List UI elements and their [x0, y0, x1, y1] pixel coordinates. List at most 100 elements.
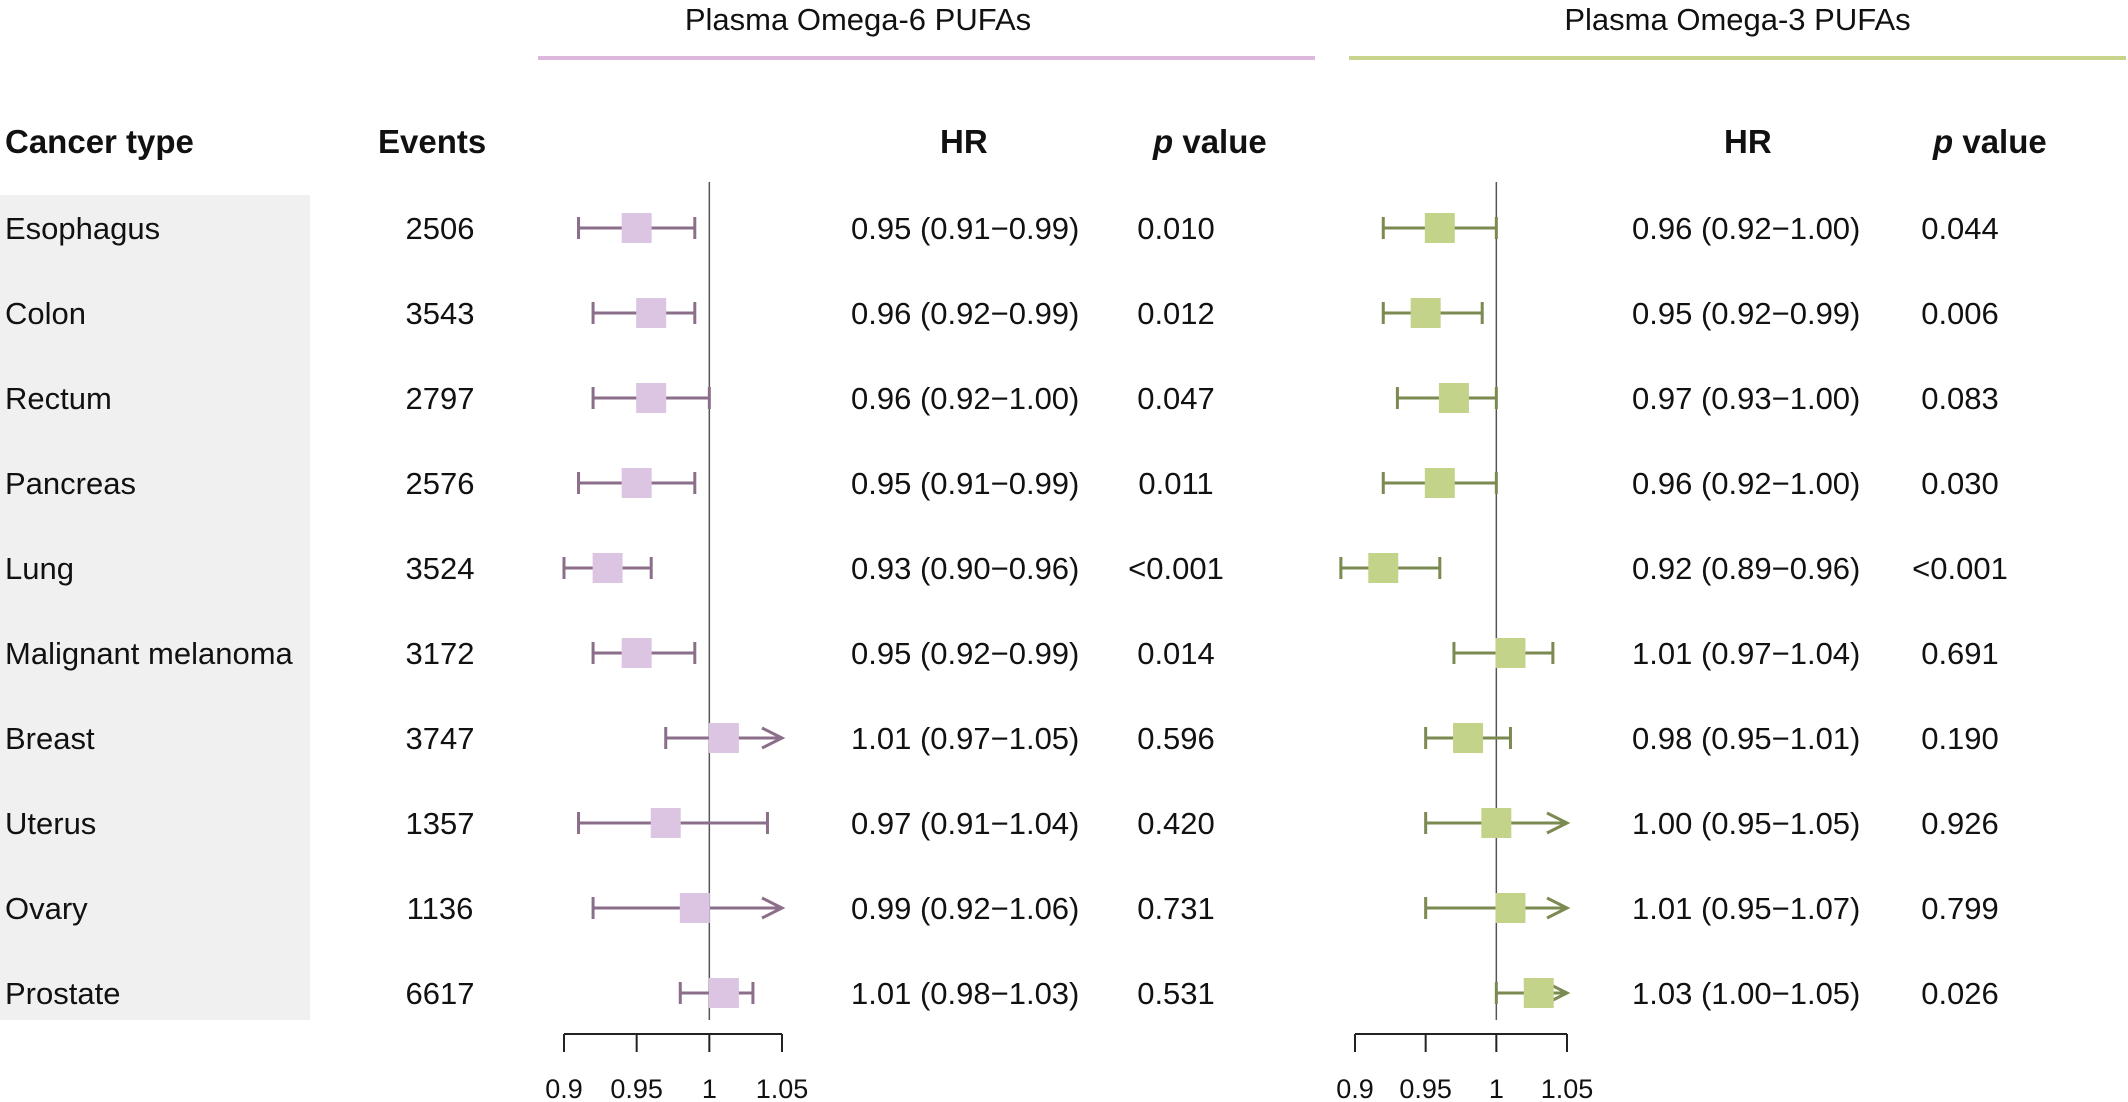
row-label: Ovary [5, 891, 88, 926]
ci-arrow [761, 896, 786, 920]
p-value-text: 0.010 [1137, 211, 1215, 246]
hr-ci-text: 1.00 (0.95−1.05) [1632, 806, 1861, 841]
panel-title-omega6: Plasma Omega-6 PUFAs [684, 2, 1032, 37]
p-value-text: 0.531 [1137, 976, 1215, 1011]
p-value-text: 0.011 [1138, 466, 1214, 501]
hr-point [650, 808, 681, 838]
header-events: Events [378, 123, 487, 160]
hr-point [1481, 808, 1512, 838]
hr-ci-text: 1.01 (0.97−1.04) [1632, 636, 1861, 671]
hr-point [1424, 468, 1455, 498]
hr-point [708, 978, 739, 1008]
p-value-text: 0.731 [1137, 891, 1215, 926]
row-label: Breast [5, 721, 95, 756]
p-value-text: 0.190 [1921, 721, 1999, 756]
hr-ci-text: 0.95 (0.92−0.99) [1632, 296, 1861, 331]
hr-ci-text: 0.95 (0.91−0.99) [851, 466, 1080, 501]
hr-point [1523, 978, 1554, 1008]
p-value-text: 0.047 [1137, 381, 1215, 416]
hr-ci-text: 0.93 (0.90−0.96) [851, 551, 1080, 586]
hr-point [1495, 638, 1526, 668]
x-tick-label: 1 [702, 1074, 717, 1102]
hr-ci-text: 1.01 (0.95−1.07) [1632, 891, 1861, 926]
p-value-text: 0.044 [1921, 211, 1999, 246]
p-value-text: 0.799 [1921, 891, 1999, 926]
hr-point [1438, 383, 1469, 413]
hr-ci-text: 0.96 (0.92−0.99) [851, 296, 1080, 331]
p-value-text: 0.926 [1921, 806, 1999, 841]
p-value-text: 0.596 [1137, 721, 1215, 756]
events-value: 1357 [405, 806, 475, 841]
row-label: Uterus [5, 806, 97, 841]
hr-point [636, 383, 667, 413]
hr-ci-text: 0.96 (0.92−1.00) [1632, 211, 1861, 246]
ci-arrow [1546, 811, 1571, 835]
x-tick-label: 0.95 [610, 1074, 663, 1102]
x-tick-label: 0.95 [1399, 1074, 1452, 1102]
row-label: Esophagus [5, 211, 161, 246]
x-tick-label: 1 [1489, 1074, 1504, 1102]
hr-point [1410, 298, 1441, 328]
header-p-value-omega3: p value [1933, 123, 2047, 160]
hr-ci-text: 0.92 (0.89−0.96) [1632, 551, 1861, 586]
row-label: Rectum [5, 381, 112, 416]
hr-ci-text: 1.01 (0.97−1.05) [851, 721, 1080, 756]
events-value: 3524 [405, 551, 475, 586]
hr-ci-text: 0.96 (0.92−1.00) [851, 381, 1080, 416]
row-label: Prostate [5, 976, 121, 1011]
p-value-text: 0.691 [1921, 636, 1999, 671]
events-value: 2576 [405, 466, 475, 501]
p-value-text: 0.420 [1137, 806, 1215, 841]
events-value: 3747 [405, 721, 475, 756]
panel-title-omega3: Plasma Omega-3 PUFAs [1564, 2, 1911, 37]
events-value: 6617 [405, 976, 475, 1011]
hr-ci-text: 0.97 (0.91−1.04) [851, 806, 1080, 841]
events-value: 2506 [405, 211, 475, 246]
row-label: Lung [5, 551, 74, 586]
hr-point [679, 893, 710, 923]
hr-point [1453, 723, 1484, 753]
hr-point [621, 638, 652, 668]
hr-ci-text: 0.95 (0.91−0.99) [851, 211, 1080, 246]
header-hr-omega6: HR [940, 123, 988, 160]
p-value-text: <0.001 [1128, 551, 1224, 586]
p-value-text: 0.006 [1921, 296, 1999, 331]
ci-arrow [761, 726, 786, 750]
p-value-text: 0.014 [1137, 636, 1215, 671]
hr-ci-text: 1.01 (0.98−1.03) [851, 976, 1080, 1011]
events-value: 3543 [405, 296, 475, 331]
p-value-text: 0.026 [1921, 976, 1999, 1011]
events-value: 1136 [406, 891, 474, 926]
header-hr-omega3: HR [1724, 123, 1772, 160]
hr-ci-text: 0.96 (0.92−1.00) [1632, 466, 1861, 501]
hr-point [621, 213, 652, 243]
x-tick-label: 0.9 [545, 1074, 583, 1102]
hr-point [636, 298, 667, 328]
ci-arrow [1546, 896, 1571, 920]
hr-ci-text: 1.03 (1.00−1.05) [1632, 976, 1861, 1011]
p-value-text: 0.012 [1137, 296, 1215, 331]
p-value-text: <0.001 [1912, 551, 2008, 586]
events-value: 3172 [405, 636, 475, 671]
row-label: Pancreas [5, 466, 136, 501]
header-p-value-omega6: p value [1153, 123, 1267, 160]
cancer-type-shading [0, 195, 310, 1020]
hr-point [708, 723, 739, 753]
header-cancer-type: Cancer type [5, 123, 194, 160]
hr-point [1368, 553, 1399, 583]
hr-ci-text: 0.95 (0.92−0.99) [851, 636, 1080, 671]
hr-point [1495, 893, 1526, 923]
events-value: 2797 [405, 381, 475, 416]
hr-point [1424, 213, 1455, 243]
hr-point [621, 468, 652, 498]
hr-ci-text: 0.99 (0.92−1.06) [851, 891, 1080, 926]
hr-ci-text: 0.97 (0.93−1.00) [1632, 381, 1861, 416]
hr-ci-text: 0.98 (0.95−1.01) [1632, 721, 1861, 756]
x-tick-label: 1.05 [756, 1074, 809, 1102]
row-label: Malignant melanoma [5, 636, 293, 671]
p-value-text: 0.030 [1921, 466, 1999, 501]
x-tick-label: 1.05 [1541, 1074, 1594, 1102]
p-value-text: 0.083 [1921, 381, 1999, 416]
x-tick-label: 0.9 [1336, 1074, 1374, 1102]
